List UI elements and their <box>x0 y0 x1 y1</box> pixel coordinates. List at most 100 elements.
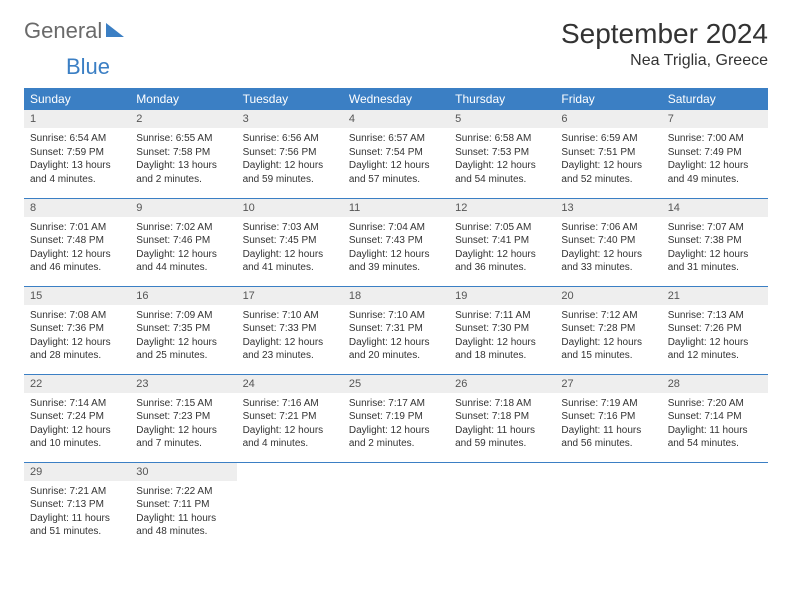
calendar-cell: 7Sunrise: 7:00 AMSunset: 7:49 PMDaylight… <box>662 110 768 198</box>
day-number: 13 <box>555 199 661 217</box>
day-details: Sunrise: 7:01 AMSunset: 7:48 PMDaylight:… <box>24 217 130 281</box>
calendar-cell <box>662 462 768 550</box>
day-details: Sunrise: 7:19 AMSunset: 7:16 PMDaylight:… <box>555 393 661 457</box>
day-details: Sunrise: 7:10 AMSunset: 7:33 PMDaylight:… <box>237 305 343 369</box>
day-number: 29 <box>24 463 130 481</box>
calendar-cell: 5Sunrise: 6:58 AMSunset: 7:53 PMDaylight… <box>449 110 555 198</box>
day-number: 26 <box>449 375 555 393</box>
day-number: 8 <box>24 199 130 217</box>
weekday-header: Monday <box>130 88 236 110</box>
day-number: 6 <box>555 110 661 128</box>
page-title: September 2024 <box>561 18 768 50</box>
calendar-cell: 10Sunrise: 7:03 AMSunset: 7:45 PMDayligh… <box>237 198 343 286</box>
calendar-cell: 19Sunrise: 7:11 AMSunset: 7:30 PMDayligh… <box>449 286 555 374</box>
brand-logo: General <box>24 18 126 44</box>
day-details: Sunrise: 7:17 AMSunset: 7:19 PMDaylight:… <box>343 393 449 457</box>
day-details: Sunrise: 7:15 AMSunset: 7:23 PMDaylight:… <box>130 393 236 457</box>
calendar-cell: 26Sunrise: 7:18 AMSunset: 7:18 PMDayligh… <box>449 374 555 462</box>
brand-part2: Blue <box>66 54 110 79</box>
calendar-cell: 18Sunrise: 7:10 AMSunset: 7:31 PMDayligh… <box>343 286 449 374</box>
day-details: Sunrise: 7:18 AMSunset: 7:18 PMDaylight:… <box>449 393 555 457</box>
day-number: 1 <box>24 110 130 128</box>
sail-icon <box>106 23 124 37</box>
weekday-header: Saturday <box>662 88 768 110</box>
day-number: 28 <box>662 375 768 393</box>
calendar-cell: 27Sunrise: 7:19 AMSunset: 7:16 PMDayligh… <box>555 374 661 462</box>
day-details: Sunrise: 7:14 AMSunset: 7:24 PMDaylight:… <box>24 393 130 457</box>
calendar-cell: 14Sunrise: 7:07 AMSunset: 7:38 PMDayligh… <box>662 198 768 286</box>
calendar-cell: 29Sunrise: 7:21 AMSunset: 7:13 PMDayligh… <box>24 462 130 550</box>
calendar-cell: 23Sunrise: 7:15 AMSunset: 7:23 PMDayligh… <box>130 374 236 462</box>
day-number: 21 <box>662 287 768 305</box>
day-details: Sunrise: 7:06 AMSunset: 7:40 PMDaylight:… <box>555 217 661 281</box>
calendar-cell: 13Sunrise: 7:06 AMSunset: 7:40 PMDayligh… <box>555 198 661 286</box>
day-number: 24 <box>237 375 343 393</box>
day-details: Sunrise: 7:22 AMSunset: 7:11 PMDaylight:… <box>130 481 236 545</box>
day-details: Sunrise: 7:21 AMSunset: 7:13 PMDaylight:… <box>24 481 130 545</box>
weekday-header: Thursday <box>449 88 555 110</box>
day-number: 4 <box>343 110 449 128</box>
day-details: Sunrise: 6:58 AMSunset: 7:53 PMDaylight:… <box>449 128 555 192</box>
calendar-cell <box>343 462 449 550</box>
calendar-cell: 16Sunrise: 7:09 AMSunset: 7:35 PMDayligh… <box>130 286 236 374</box>
calendar-cell: 4Sunrise: 6:57 AMSunset: 7:54 PMDaylight… <box>343 110 449 198</box>
calendar-cell: 8Sunrise: 7:01 AMSunset: 7:48 PMDaylight… <box>24 198 130 286</box>
day-number: 17 <box>237 287 343 305</box>
day-details: Sunrise: 7:03 AMSunset: 7:45 PMDaylight:… <box>237 217 343 281</box>
day-number: 15 <box>24 287 130 305</box>
calendar-cell: 28Sunrise: 7:20 AMSunset: 7:14 PMDayligh… <box>662 374 768 462</box>
day-number: 9 <box>130 199 236 217</box>
day-details: Sunrise: 7:10 AMSunset: 7:31 PMDaylight:… <box>343 305 449 369</box>
calendar-cell: 12Sunrise: 7:05 AMSunset: 7:41 PMDayligh… <box>449 198 555 286</box>
day-details: Sunrise: 7:12 AMSunset: 7:28 PMDaylight:… <box>555 305 661 369</box>
day-number: 2 <box>130 110 236 128</box>
day-details: Sunrise: 7:00 AMSunset: 7:49 PMDaylight:… <box>662 128 768 192</box>
calendar-cell: 6Sunrise: 6:59 AMSunset: 7:51 PMDaylight… <box>555 110 661 198</box>
day-details: Sunrise: 6:56 AMSunset: 7:56 PMDaylight:… <box>237 128 343 192</box>
calendar-cell <box>555 462 661 550</box>
calendar-cell: 25Sunrise: 7:17 AMSunset: 7:19 PMDayligh… <box>343 374 449 462</box>
day-number: 7 <box>662 110 768 128</box>
day-details: Sunrise: 6:54 AMSunset: 7:59 PMDaylight:… <box>24 128 130 192</box>
day-details: Sunrise: 7:08 AMSunset: 7:36 PMDaylight:… <box>24 305 130 369</box>
day-details: Sunrise: 7:16 AMSunset: 7:21 PMDaylight:… <box>237 393 343 457</box>
day-number: 11 <box>343 199 449 217</box>
location-label: Nea Triglia, Greece <box>561 52 768 70</box>
day-number: 20 <box>555 287 661 305</box>
day-number: 25 <box>343 375 449 393</box>
day-number: 19 <box>449 287 555 305</box>
day-number: 27 <box>555 375 661 393</box>
weekday-header: Sunday <box>24 88 130 110</box>
calendar-cell <box>237 462 343 550</box>
calendar-cell: 15Sunrise: 7:08 AMSunset: 7:36 PMDayligh… <box>24 286 130 374</box>
day-number: 16 <box>130 287 236 305</box>
day-details: Sunrise: 6:55 AMSunset: 7:58 PMDaylight:… <box>130 128 236 192</box>
calendar-cell: 17Sunrise: 7:10 AMSunset: 7:33 PMDayligh… <box>237 286 343 374</box>
day-details: Sunrise: 6:59 AMSunset: 7:51 PMDaylight:… <box>555 128 661 192</box>
calendar-table: SundayMondayTuesdayWednesdayThursdayFrid… <box>24 88 768 550</box>
brand-part1: General <box>24 18 102 44</box>
day-number: 22 <box>24 375 130 393</box>
day-details: Sunrise: 7:05 AMSunset: 7:41 PMDaylight:… <box>449 217 555 281</box>
calendar-cell: 9Sunrise: 7:02 AMSunset: 7:46 PMDaylight… <box>130 198 236 286</box>
calendar-cell <box>449 462 555 550</box>
day-number: 10 <box>237 199 343 217</box>
day-number: 30 <box>130 463 236 481</box>
calendar-cell: 1Sunrise: 6:54 AMSunset: 7:59 PMDaylight… <box>24 110 130 198</box>
calendar-cell: 3Sunrise: 6:56 AMSunset: 7:56 PMDaylight… <box>237 110 343 198</box>
day-details: Sunrise: 7:11 AMSunset: 7:30 PMDaylight:… <box>449 305 555 369</box>
calendar-cell: 24Sunrise: 7:16 AMSunset: 7:21 PMDayligh… <box>237 374 343 462</box>
calendar-cell: 30Sunrise: 7:22 AMSunset: 7:11 PMDayligh… <box>130 462 236 550</box>
day-number: 14 <box>662 199 768 217</box>
day-details: Sunrise: 6:57 AMSunset: 7:54 PMDaylight:… <box>343 128 449 192</box>
day-details: Sunrise: 7:20 AMSunset: 7:14 PMDaylight:… <box>662 393 768 457</box>
weekday-header: Wednesday <box>343 88 449 110</box>
day-number: 23 <box>130 375 236 393</box>
day-details: Sunrise: 7:04 AMSunset: 7:43 PMDaylight:… <box>343 217 449 281</box>
day-details: Sunrise: 7:02 AMSunset: 7:46 PMDaylight:… <box>130 217 236 281</box>
weekday-header: Tuesday <box>237 88 343 110</box>
day-details: Sunrise: 7:13 AMSunset: 7:26 PMDaylight:… <box>662 305 768 369</box>
day-details: Sunrise: 7:09 AMSunset: 7:35 PMDaylight:… <box>130 305 236 369</box>
weekday-header: Friday <box>555 88 661 110</box>
day-number: 18 <box>343 287 449 305</box>
